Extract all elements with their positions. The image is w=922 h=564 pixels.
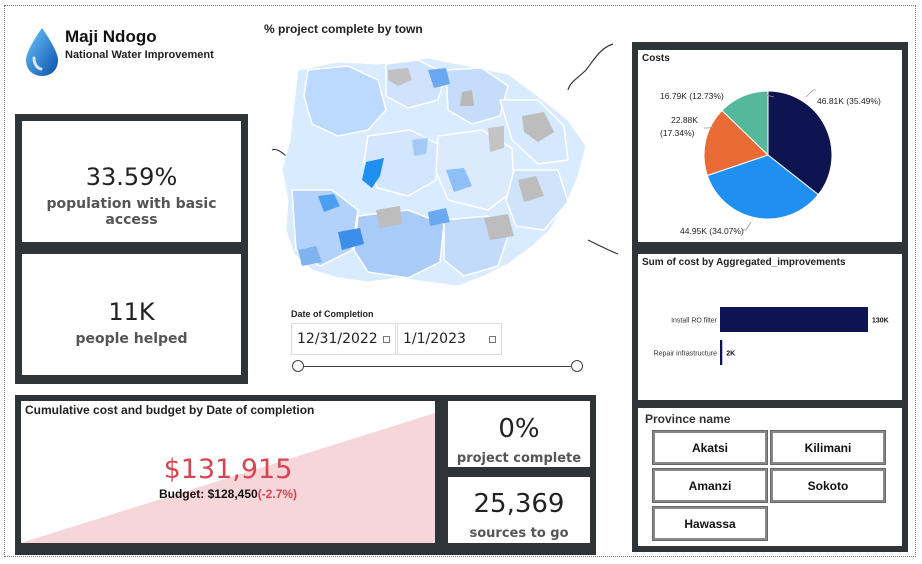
right-panel: Costs 46.81K (35.49%) 16.79K (12.73%) 22… [632,42,908,552]
kpi-complete-label: project complete [456,451,582,466]
costs-pie-chart: 46.81K (35.49%) 16.79K (12.73%) 22.88K (… [660,89,881,236]
budget-delta: (-2.7%) [257,487,298,501]
pie-slice-0[interactable] [767,90,833,196]
province-option-kilimani[interactable]: Kilimani [769,429,887,466]
date-slider-track[interactable] [298,366,577,367]
cumulative-container: Cumulative cost and budget by Date of co… [15,395,596,555]
province-option-hawassa[interactable]: Hawassa [651,505,769,542]
end-date-value: 1/1/2023 [403,331,466,347]
kpi-population-card[interactable]: 33.59% population with basic access [15,114,248,249]
date-filter-label: Date of Completion [291,309,374,319]
pie-label-2-value: 22.88K [671,115,698,125]
province-option-akatsi[interactable]: Akatsi [651,429,769,466]
kpi-people-value: 11K [108,298,155,326]
bar-value-label: 2K [726,351,735,358]
calendar-icon[interactable] [489,336,496,343]
kpi-people-card[interactable]: 11K people helped [15,249,248,384]
costs-title: Costs [642,53,670,64]
pie-slice-1[interactable] [706,154,819,220]
water-drop-icon [22,26,62,78]
end-date-input[interactable]: 1/1/2023 [397,323,502,355]
bar-category-label: Repair infrastructure [654,351,718,358]
bar-value-label: 130K [872,318,889,325]
pie-label-2-percent: (17.34%) [660,128,695,138]
kpi-sources-card[interactable]: 25,369 sources to go [448,477,590,543]
improvements-title: Sum of cost by Aggregated_improvements [642,257,846,268]
budget-line: Budget: $128,450(-2.7%) [21,487,435,501]
map-title: % project complete by town [264,22,423,36]
app-title: Maji Ndogo [65,27,157,46]
province-slicer: Province name Akatsi Kilimani Amanzi Sok… [638,408,902,546]
date-slider-end-handle[interactable] [571,360,583,372]
bar-1[interactable] [720,340,723,365]
bar-category-label: Install RO filter [671,318,718,325]
cumulative-cost-card[interactable]: Cumulative cost and budget by Date of co… [21,401,435,543]
date-slider-start-handle[interactable] [292,360,304,372]
cumulative-area-chart [21,413,435,543]
kpi-complete-value: 0% [498,414,540,444]
improvements-bar-chart: Install RO filter 130K Repair infrastructu… [654,307,889,365]
province-option-sokoto[interactable]: Sokoto [769,467,887,504]
cumulative-title: Cumulative cost and budget by Date of co… [25,403,315,417]
cumulative-amount: $131,915 [163,454,293,485]
start-date-input[interactable]: 12/31/2022 [291,323,396,355]
kpi-population-value: 33.59% [85,163,178,191]
kpi-sources-value: 25,369 [473,489,565,519]
dashboard-frame [4,5,916,557]
province-option-amanzi[interactable]: Amanzi [651,467,769,504]
pie-slice-2[interactable] [703,109,769,177]
pie-label-3: 16.79K (12.73%) [660,91,724,101]
province-title: Province name [645,412,731,426]
app-subtitle: National Water Improvement [65,49,214,61]
improvements-bar-card[interactable]: Sum of cost by Aggregated_improvements I… [638,254,902,400]
pie-label-1: 44.95K (34.07%) [680,226,744,236]
calendar-icon[interactable] [383,336,390,343]
kpi-people-label: people helped [75,331,188,347]
kpi-population-label: population with basic access [46,196,217,228]
budget-label: Budget: $128,450 [158,487,258,501]
kpi-complete-card[interactable]: 0% project complete [448,401,590,467]
bar-0[interactable] [720,307,868,332]
pie-label-0: 46.81K (35.49%) [817,96,881,106]
kpi-sources-label: sources to go [469,526,569,541]
costs-pie-card[interactable]: Costs 46.81K (35.49%) 16.79K (12.73%) 22… [638,50,902,242]
town-map[interactable] [268,40,620,292]
pie-slice-3[interactable] [721,90,769,157]
start-date-value: 12/31/2022 [297,331,378,347]
